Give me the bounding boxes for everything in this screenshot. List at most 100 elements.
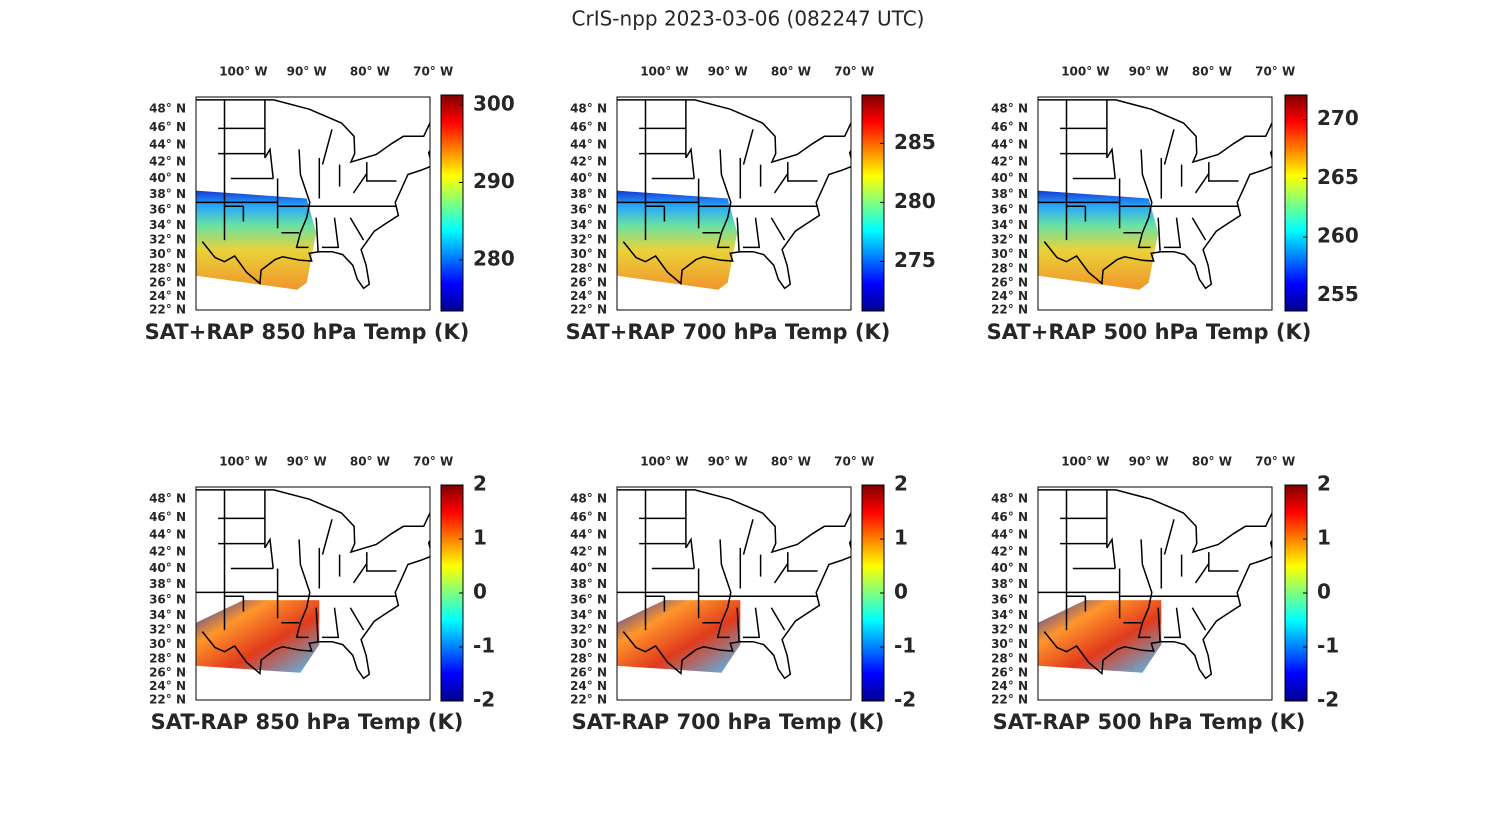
lat-tick-label: 42° N (991, 155, 1028, 169)
state-line (1163, 519, 1175, 555)
lon-tick-label: 90° W (1129, 455, 1169, 469)
colorbar-label: 0 (473, 580, 487, 604)
state-line (742, 129, 754, 165)
state-line (1194, 173, 1210, 194)
lon-tick-label: 100° W (219, 65, 267, 79)
lon-tick-label: 90° W (1129, 65, 1169, 79)
colorbar-label: 300 (473, 92, 515, 116)
state-line (770, 217, 786, 241)
lat-tick-label: 46° N (570, 510, 607, 524)
lat-tick-label: 36° N (991, 203, 1028, 217)
state-line (366, 552, 397, 572)
map-content (1038, 489, 1272, 680)
state-line (352, 173, 368, 194)
coastline (201, 149, 430, 290)
lat-tick-label: 46° N (149, 120, 186, 134)
lat-tick-label: 44° N (991, 138, 1028, 152)
lat-tick-label: 36° N (149, 593, 186, 607)
state-line (295, 149, 311, 249)
lat-tick-label: 32° N (570, 233, 607, 247)
lat-tick-label: 40° N (570, 171, 607, 185)
lat-tick-label: 26° N (991, 275, 1028, 289)
colorbar-label: 2 (473, 472, 487, 496)
colorbar-label: 255 (1317, 282, 1359, 306)
state-line (1106, 537, 1116, 569)
lat-tick-label: 22° N (570, 693, 607, 707)
lat-tick-label: 42° N (570, 545, 607, 559)
lon-tick-label: 90° W (287, 455, 327, 469)
lat-tick-label: 44° N (570, 528, 607, 542)
lat-tick-label: 26° N (991, 665, 1028, 679)
colorbar-label: 1 (894, 526, 908, 550)
colorbar-label: 0 (1317, 580, 1331, 604)
lat-tick-label: 40° N (991, 171, 1028, 185)
map-panel: 100° W 90° W 80° W 70° W 48° N 46° N 44° N 42° … (991, 455, 1339, 735)
state-line (349, 217, 365, 241)
lat-tick-label: 34° N (149, 218, 186, 232)
lat-tick-label: 34° N (570, 608, 607, 622)
state-line (736, 217, 740, 252)
lat-tick-label: 32° N (991, 623, 1028, 637)
lat-tick-label: 34° N (149, 608, 186, 622)
lat-tick-label: 26° N (149, 665, 186, 679)
lat-tick-label: 28° N (570, 651, 607, 665)
state-line (315, 607, 319, 642)
lat-tick-label: 32° N (149, 233, 186, 247)
state-line (321, 129, 333, 165)
state-line (264, 147, 274, 179)
lat-tick-label: 36° N (570, 593, 607, 607)
lat-tick-label: 28° N (149, 261, 186, 275)
colorbar-label: 265 (1317, 165, 1359, 189)
lat-tick-label: 42° N (570, 155, 607, 169)
retrieval-swath (196, 600, 320, 673)
colorbar-label: 290 (473, 169, 515, 193)
lon-tick-label: 100° W (1061, 455, 1109, 469)
colorbar-label: -1 (473, 634, 495, 658)
lat-tick-label: 38° N (149, 577, 186, 591)
retrieval-swath (617, 600, 741, 673)
lat-tick-label: 44° N (149, 138, 186, 152)
lat-tick-label: 46° N (570, 120, 607, 134)
lat-tick-label: 26° N (149, 275, 186, 289)
panel-title: SAT-RAP 700 hPa Temp (K) (572, 710, 885, 734)
map-panel: 100° W 90° W 80° W 70° W 48° N 46° N 44° N 42° … (566, 65, 936, 345)
colorbar-label: 285 (894, 130, 936, 154)
colorbar-label: -2 (1317, 688, 1339, 712)
lat-tick-label: 38° N (991, 577, 1028, 591)
map-panel: 100° W 90° W 80° W 70° W 48° N 46° N 44° N 42° … (987, 65, 1359, 345)
lat-tick-label: 42° N (991, 545, 1028, 559)
colorbar (861, 94, 885, 312)
state-line (742, 519, 754, 555)
map-frame (616, 486, 852, 701)
map-content (1038, 99, 1272, 290)
coastline (1043, 149, 1272, 290)
coastline (201, 539, 430, 680)
lat-tick-label: 30° N (149, 247, 186, 261)
colorbar-label: -2 (473, 688, 495, 712)
lat-tick-label: 42° N (149, 545, 186, 559)
state-line (1137, 149, 1153, 249)
lat-tick-label: 40° N (991, 561, 1028, 575)
border (196, 489, 430, 554)
lat-tick-label: 22° N (149, 693, 186, 707)
lat-tick-label: 30° N (149, 637, 186, 651)
lon-tick-label: 100° W (1061, 65, 1109, 79)
map-content (196, 489, 430, 680)
lon-tick-label: 70° W (413, 455, 453, 469)
lat-tick-label: 46° N (991, 120, 1028, 134)
state-line (295, 539, 311, 639)
state-line (1194, 563, 1210, 584)
lat-tick-label: 48° N (149, 492, 186, 506)
lat-tick-label: 34° N (991, 608, 1028, 622)
lat-tick-label: 24° N (149, 679, 186, 693)
lat-tick-label: 22° N (991, 303, 1028, 317)
state-line (742, 217, 761, 249)
border (1038, 489, 1272, 554)
lat-tick-label: 22° N (991, 693, 1028, 707)
state-line (321, 519, 333, 555)
lon-tick-label: 80° W (771, 455, 811, 469)
colorbar-label: -1 (894, 634, 916, 658)
state-line (787, 552, 818, 572)
map-content (617, 489, 851, 680)
state-line (685, 537, 695, 569)
